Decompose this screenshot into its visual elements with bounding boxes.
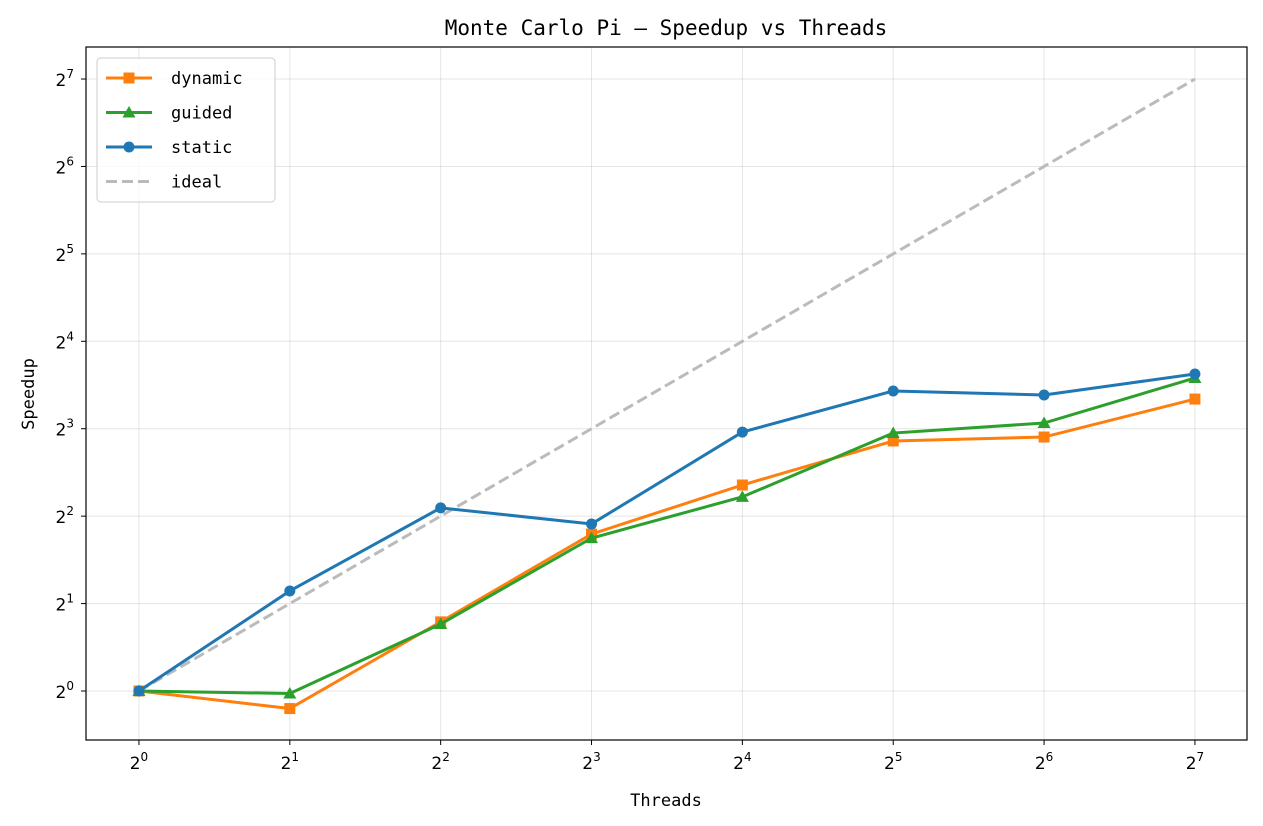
data-point-static xyxy=(586,518,598,530)
series-line-guided xyxy=(138,376,1196,696)
x-tick-label: 25 xyxy=(884,750,902,774)
x-tick-label: 23 xyxy=(582,750,600,774)
y-tick-label: 25 xyxy=(56,242,74,266)
y-tick-label: 26 xyxy=(56,154,74,178)
plot-frame xyxy=(85,46,1248,741)
series-ideal xyxy=(138,77,1196,693)
data-point-dynamic xyxy=(887,435,899,447)
x-tick-label: 26 xyxy=(1035,750,1053,774)
data-point-dynamic xyxy=(736,479,748,491)
data-point-guided xyxy=(886,426,900,439)
series-dynamic xyxy=(133,393,1201,715)
y-tick-label: 21 xyxy=(56,592,74,616)
data-point-dynamic xyxy=(1038,431,1050,443)
data-point-static xyxy=(736,426,748,438)
x-tick-label: 20 xyxy=(130,750,148,774)
x-tick-label: 22 xyxy=(431,750,449,774)
legend-label-dynamic: dynamic xyxy=(171,69,243,89)
data-point-guided xyxy=(283,687,297,699)
legend-label-static: static xyxy=(171,138,232,158)
data-point-dynamic xyxy=(284,703,296,715)
x-tick-label: 27 xyxy=(1186,750,1204,774)
data-point-guided xyxy=(434,617,448,630)
y-tick-label: 22 xyxy=(56,504,74,528)
data-point-static xyxy=(435,502,447,514)
data-point-guided xyxy=(1037,416,1051,429)
y-tick-label: 23 xyxy=(56,417,74,441)
chart-title: Monte Carlo Pi — Speedup vs Threads xyxy=(445,16,888,40)
legend-marker-static xyxy=(123,141,135,153)
data-point-static xyxy=(133,685,145,697)
legend-box xyxy=(96,57,276,203)
data-point-static xyxy=(284,585,296,597)
series-line-ideal xyxy=(138,77,1196,693)
legend-label-guided: guided xyxy=(171,104,232,124)
data-point-guided xyxy=(585,531,599,544)
data-point-dynamic xyxy=(1189,393,1201,405)
series-static xyxy=(133,368,1201,697)
y-axis-label: Speedup xyxy=(19,358,39,430)
x-tick-label: 21 xyxy=(281,750,299,774)
data-point-guided xyxy=(735,490,749,502)
legend-marker-dynamic xyxy=(123,72,135,84)
x-axis-label: Threads xyxy=(630,791,702,811)
legend-marker-guided xyxy=(122,106,136,118)
data-point-static xyxy=(1189,368,1201,380)
x-tick-label: 24 xyxy=(733,750,751,774)
data-point-static xyxy=(887,385,899,397)
series-line-static xyxy=(138,372,1196,693)
data-point-static xyxy=(1038,389,1050,401)
y-tick-label: 20 xyxy=(56,679,74,703)
series-guided xyxy=(132,371,1202,699)
series-line-dynamic xyxy=(138,397,1196,711)
legend-label-ideal: ideal xyxy=(171,173,222,193)
y-tick-label: 24 xyxy=(56,329,74,353)
y-tick-label: 27 xyxy=(56,67,74,91)
